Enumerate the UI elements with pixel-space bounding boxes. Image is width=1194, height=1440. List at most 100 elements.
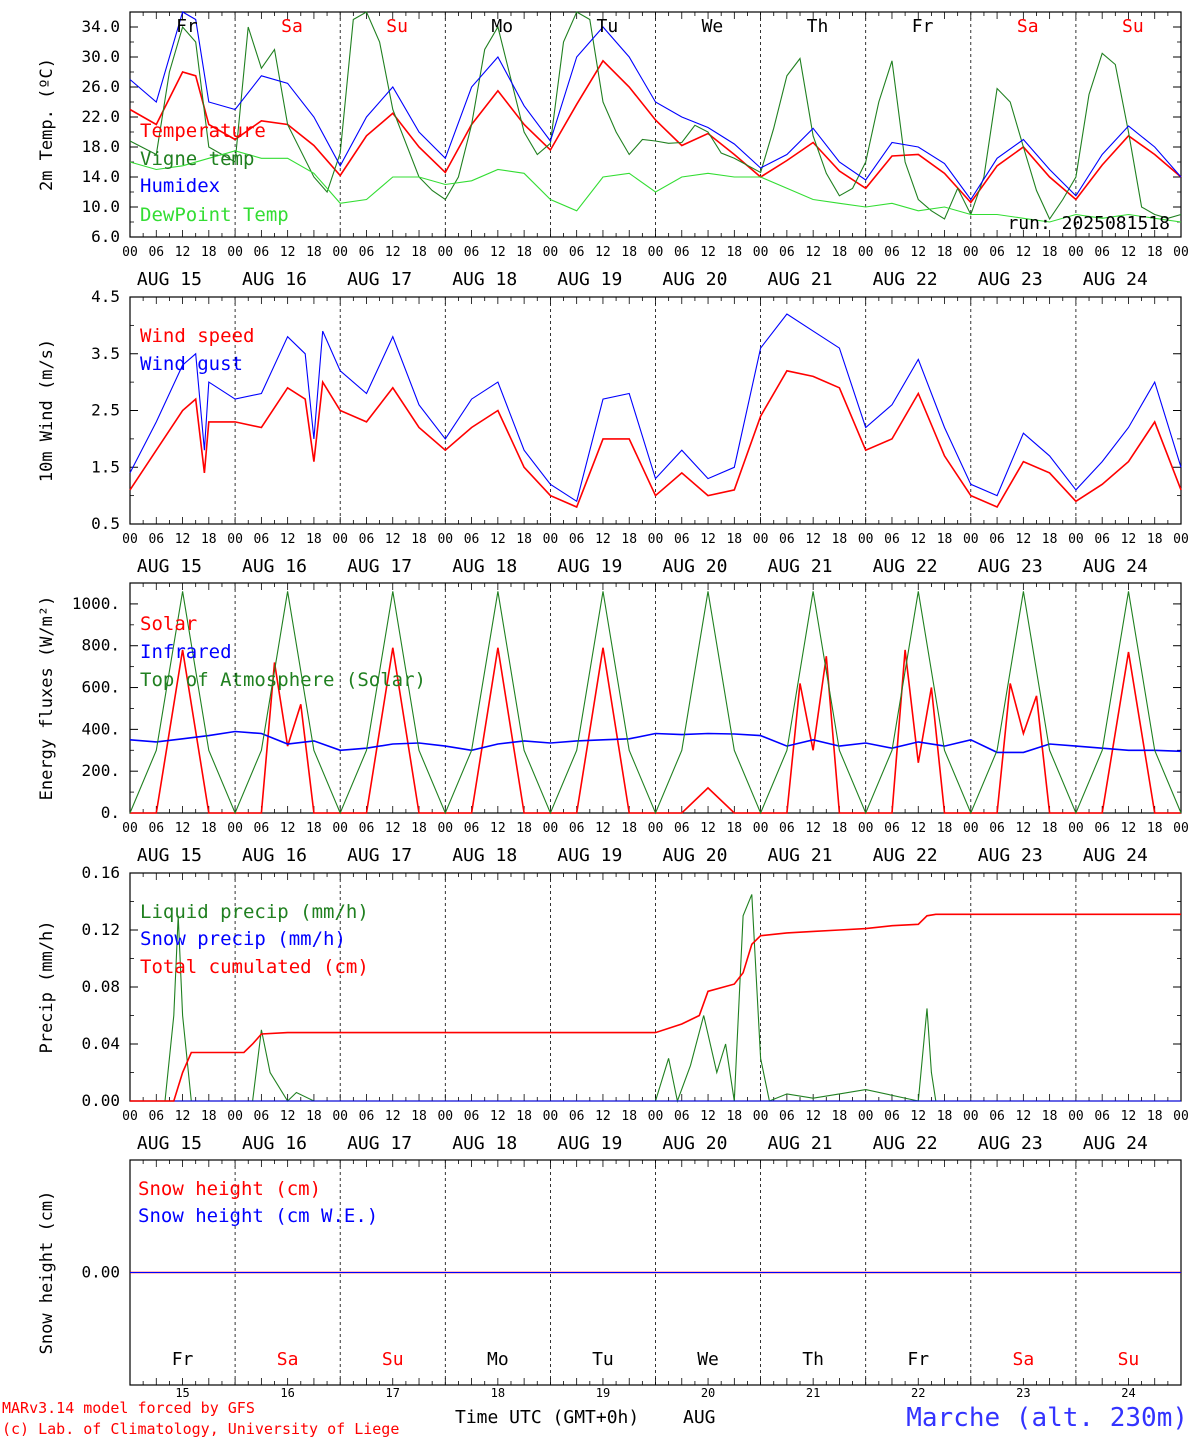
weekday-label: Su [1118, 1349, 1140, 1370]
day-number-label: 21 [806, 1386, 820, 1400]
hour-tick-label: 12 [1121, 532, 1137, 547]
hour-tick-label: 00 [858, 1109, 874, 1124]
hour-tick-label: 00 [753, 1109, 769, 1124]
hour-tick-label: 00 [543, 532, 559, 547]
hour-tick-label: 12 [1016, 1109, 1032, 1124]
hour-tick-label: 06 [779, 532, 795, 547]
hour-tick-label: 18 [832, 1109, 848, 1124]
weekday-label: Mo [487, 1349, 509, 1370]
hour-tick-label: 12 [1016, 245, 1032, 260]
hour-tick-label: 06 [779, 1109, 795, 1124]
y-tick-label: 200. [81, 761, 120, 780]
hour-tick-label: 06 [989, 532, 1005, 547]
hour-tick-label: 12 [805, 1109, 821, 1124]
hour-tick-label: 18 [832, 532, 848, 547]
footer-xlabel: Time UTC (GMT+0h) [455, 1407, 639, 1428]
date-label: AUG 24 [1083, 269, 1148, 290]
hour-tick-label: 06 [148, 821, 164, 836]
hour-tick-label: 12 [280, 821, 296, 836]
weekday-label: Mo [491, 16, 513, 37]
hour-tick-label: 12 [490, 1109, 506, 1124]
y-tick-label: 34.0 [81, 17, 120, 36]
hour-tick-label: 06 [884, 245, 900, 260]
hour-tick-label: 00 [437, 245, 453, 260]
hour-tick-label: 18 [726, 1109, 742, 1124]
hour-tick-label: 12 [1016, 532, 1032, 547]
y-tick-label: 22.0 [81, 107, 120, 126]
date-label: AUG 15 [137, 556, 202, 577]
run-annotation: run: 2025081518 [1007, 213, 1170, 234]
hour-tick-label: 06 [569, 245, 585, 260]
legend-entry: Infrared [140, 641, 232, 663]
y-axis-label: 2m Temp. (ºC) [37, 58, 57, 191]
hour-tick-label: 18 [306, 532, 322, 547]
y-tick-label: 0.04 [81, 1034, 120, 1053]
hour-tick-label: 18 [832, 821, 848, 836]
y-tick-label: 0.16 [81, 863, 120, 882]
hour-tick-label: 12 [175, 1109, 191, 1124]
hour-tick-label: 00 [648, 532, 664, 547]
hour-tick-label: 18 [516, 1109, 532, 1124]
weekday-label: Su [382, 1349, 404, 1370]
series-line-1-3 [129, 11, 1182, 201]
date-label: AUG 22 [873, 845, 938, 866]
hour-tick-label: 12 [385, 532, 401, 547]
weekday-label: Tu [592, 1349, 614, 1370]
hour-tick-label: 18 [832, 245, 848, 260]
hour-tick-label: 18 [411, 1109, 427, 1124]
hour-tick-label: 12 [490, 821, 506, 836]
y-tick-label: 0.08 [81, 977, 120, 996]
hour-tick-label: 18 [411, 245, 427, 260]
y-tick-label: 2.5 [91, 401, 120, 420]
hour-tick-label: 00 [543, 245, 559, 260]
hour-tick-label: 12 [910, 1109, 926, 1124]
hour-tick-label: 18 [1042, 821, 1058, 836]
hour-tick-label: 00 [543, 821, 559, 836]
y-axis-label: Precip (mm/h) [37, 920, 57, 1053]
hour-tick-label: 18 [937, 821, 953, 836]
day-number-label: 23 [1016, 1386, 1030, 1400]
hour-tick-label: 00 [122, 1109, 138, 1124]
weekday-label: We [697, 1349, 719, 1370]
hour-tick-label: 12 [910, 821, 926, 836]
hour-tick-label: 12 [700, 532, 716, 547]
date-label: AUG 19 [557, 269, 622, 290]
weekday-label: Sa [1017, 16, 1039, 37]
date-label: AUG 21 [767, 845, 832, 866]
series-line-4-1 [130, 894, 1181, 1103]
legend-entry: Vigne temp [140, 148, 254, 170]
hour-tick-label: 12 [1121, 821, 1137, 836]
y-tick-label: 1000. [72, 594, 120, 613]
weekday-label: Sa [281, 16, 303, 37]
hour-tick-label: 00 [122, 821, 138, 836]
hour-tick-label: 12 [700, 245, 716, 260]
legend-entry: Snow height (cm W.E.) [138, 1205, 378, 1227]
date-label: AUG 18 [452, 845, 517, 866]
hour-tick-label: 00 [753, 532, 769, 547]
hour-tick-label: 18 [621, 821, 637, 836]
hour-tick-label: 12 [1121, 1109, 1137, 1124]
hour-tick-label: 00 [1173, 821, 1189, 836]
hour-tick-label: 06 [464, 532, 480, 547]
date-label: AUG 17 [347, 845, 412, 866]
hour-tick-label: 00 [543, 1109, 559, 1124]
y-tick-label: 400. [81, 719, 120, 738]
date-label: AUG 22 [873, 1133, 938, 1154]
hour-tick-label: 00 [858, 245, 874, 260]
hour-tick-label: 06 [884, 821, 900, 836]
hour-tick-label: 12 [700, 821, 716, 836]
legend-entry: Solar [140, 613, 197, 635]
hour-tick-label: 12 [385, 1109, 401, 1124]
hour-tick-label: 18 [937, 245, 953, 260]
footer-location: Marche (alt. 230m) [906, 1403, 1188, 1433]
hour-tick-label: 18 [306, 1109, 322, 1124]
weekday-label: Fr [172, 1349, 194, 1370]
hour-tick-label: 18 [726, 245, 742, 260]
hour-tick-label: 06 [884, 1109, 900, 1124]
hour-tick-label: 06 [464, 1109, 480, 1124]
hour-tick-label: 18 [1147, 1109, 1163, 1124]
y-tick-label: 0.5 [91, 514, 120, 533]
hour-tick-label: 06 [569, 821, 585, 836]
date-label: AUG 16 [242, 556, 307, 577]
hour-tick-label: 12 [175, 245, 191, 260]
